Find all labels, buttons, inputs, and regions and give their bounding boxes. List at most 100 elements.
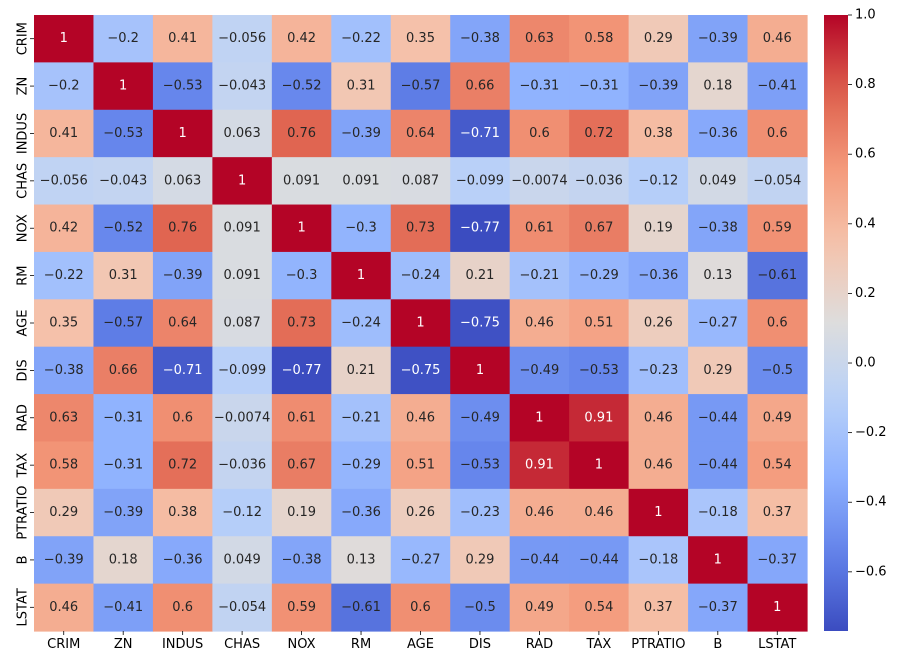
cell-value-label: −0.75 bbox=[460, 316, 500, 331]
heatmap-cell bbox=[509, 109, 570, 158]
heatmap-cell bbox=[390, 583, 451, 632]
cell-value-label: 0.13 bbox=[347, 552, 376, 567]
cell-value-label: −0.52 bbox=[103, 221, 143, 236]
heatmap-cell bbox=[747, 346, 808, 395]
heatmap-cell bbox=[331, 583, 392, 632]
cell-value-label: −0.57 bbox=[103, 316, 143, 331]
cell-value-label: −0.2 bbox=[107, 31, 139, 46]
y-tick-label: ZN bbox=[15, 77, 30, 96]
heatmap-cell bbox=[34, 251, 95, 300]
heatmap-cell bbox=[271, 346, 332, 395]
cell-value-label: 0.46 bbox=[584, 505, 613, 520]
y-tick-label: RM bbox=[15, 265, 30, 285]
cell-value-label: 0.54 bbox=[584, 600, 613, 615]
colorbar: 1.0 0.8 0.6 0.4 0.2 0.0 −0.2 −0.4 −0.6 bbox=[824, 8, 887, 631]
heatmap-cell bbox=[34, 157, 95, 206]
heatmap-cell bbox=[747, 109, 808, 158]
heatmap-cell bbox=[450, 109, 511, 158]
cell-value-label: 0.6 bbox=[410, 600, 431, 615]
cell-value-label: 0.38 bbox=[644, 126, 673, 141]
x-tick-label: B bbox=[713, 637, 722, 652]
cell-value-label: 0.19 bbox=[644, 221, 673, 236]
heatmap-cell bbox=[628, 62, 689, 111]
cell-value-label: −0.12 bbox=[638, 173, 678, 188]
cell-value-label: −0.31 bbox=[103, 410, 143, 425]
heatmap-cell bbox=[93, 15, 154, 63]
heatmap-cell bbox=[34, 583, 95, 632]
heatmap-cell bbox=[450, 441, 511, 490]
y-tick-label: NOX bbox=[16, 214, 31, 242]
heatmap-cell bbox=[569, 109, 630, 158]
cell-value-label: −0.054 bbox=[753, 173, 801, 188]
heatmap-cell bbox=[509, 536, 570, 585]
cell-value-label: 0.35 bbox=[406, 31, 435, 46]
heatmap-cell bbox=[747, 157, 808, 206]
cell-value-label: 0.091 bbox=[224, 221, 261, 236]
cell-value-label: −0.61 bbox=[341, 600, 381, 615]
heatmap-cell bbox=[331, 204, 392, 253]
heatmap-cell bbox=[509, 583, 570, 632]
colorbar-tick-label: 0.6 bbox=[855, 147, 876, 162]
cell-value-label: 0.49 bbox=[763, 410, 792, 425]
heatmap-cell bbox=[450, 583, 511, 632]
heatmap-cell bbox=[688, 157, 749, 206]
heatmap-cell bbox=[569, 394, 630, 443]
cell-value-label: 0.59 bbox=[763, 221, 792, 236]
heatmap-cell bbox=[628, 15, 689, 63]
heatmap-cell bbox=[390, 394, 451, 443]
heatmap-cell bbox=[152, 15, 213, 63]
heatmap-cell bbox=[271, 488, 332, 537]
colorbar-tick-label: 0.4 bbox=[855, 216, 876, 231]
cell-value-label: −0.44 bbox=[698, 458, 738, 473]
cell-value-label: −0.61 bbox=[757, 268, 797, 283]
heatmap-cell bbox=[628, 251, 689, 300]
cell-value-label: 0.063 bbox=[164, 173, 201, 188]
cell-value-label: 0.63 bbox=[525, 31, 554, 46]
cell-value-label: 1 bbox=[60, 31, 68, 46]
colorbar-tick-label: 0.2 bbox=[855, 286, 876, 301]
cell-value-label: −0.036 bbox=[575, 173, 623, 188]
heatmap-cell bbox=[450, 536, 511, 585]
heatmap-cell bbox=[152, 157, 213, 206]
cell-value-label: 0.46 bbox=[525, 316, 554, 331]
cell-value-label: −0.29 bbox=[579, 268, 619, 283]
heatmap-cell bbox=[390, 488, 451, 537]
cell-value-label: 1 bbox=[476, 363, 484, 378]
cell-value-label: 0.66 bbox=[465, 79, 494, 94]
x-tick-label: RAD bbox=[526, 637, 553, 652]
cell-value-label: 0.087 bbox=[224, 316, 261, 331]
cell-value-label: −0.24 bbox=[401, 268, 441, 283]
cell-value-label: −0.18 bbox=[698, 505, 738, 520]
cell-value-label: −0.5 bbox=[761, 363, 793, 378]
heatmap-cell bbox=[688, 488, 749, 537]
cell-value-label: −0.77 bbox=[282, 363, 322, 378]
cell-value-label: −0.054 bbox=[218, 600, 266, 615]
cell-value-label: −0.41 bbox=[103, 600, 143, 615]
heatmap-cell bbox=[450, 157, 511, 206]
cell-value-label: −0.36 bbox=[638, 268, 678, 283]
cell-value-label: 0.29 bbox=[703, 363, 732, 378]
cell-value-label: −0.57 bbox=[401, 79, 441, 94]
y-tick-label: LSTAT bbox=[15, 588, 30, 626]
cell-value-label: 0.37 bbox=[763, 505, 792, 520]
heatmap-cell-labels: 1 −0.2 0.41 −0.056 0.42 −0.22 0.35 −0.38 0.63 0.5… bbox=[40, 31, 802, 615]
heatmap-cell bbox=[747, 441, 808, 490]
cell-value-label: 0.091 bbox=[283, 173, 320, 188]
heatmap-cell bbox=[271, 204, 332, 253]
heatmap-cell bbox=[688, 251, 749, 300]
heatmap-cell bbox=[509, 15, 570, 63]
y-tick-label: CRIM bbox=[16, 22, 31, 55]
heatmap-cell bbox=[747, 394, 808, 443]
cell-value-label: −0.099 bbox=[218, 363, 266, 378]
heatmap-cell bbox=[569, 441, 630, 490]
heatmap-cell bbox=[390, 346, 451, 395]
heatmap-cell bbox=[747, 62, 808, 111]
heatmap-cell bbox=[747, 251, 808, 300]
heatmap-cell bbox=[688, 536, 749, 585]
y-tick-label: TAX bbox=[16, 453, 31, 479]
heatmap-cell bbox=[747, 15, 808, 63]
cell-value-label: 0.063 bbox=[224, 126, 261, 141]
cell-value-label: 0.26 bbox=[644, 316, 673, 331]
cell-value-label: −0.41 bbox=[757, 79, 797, 94]
